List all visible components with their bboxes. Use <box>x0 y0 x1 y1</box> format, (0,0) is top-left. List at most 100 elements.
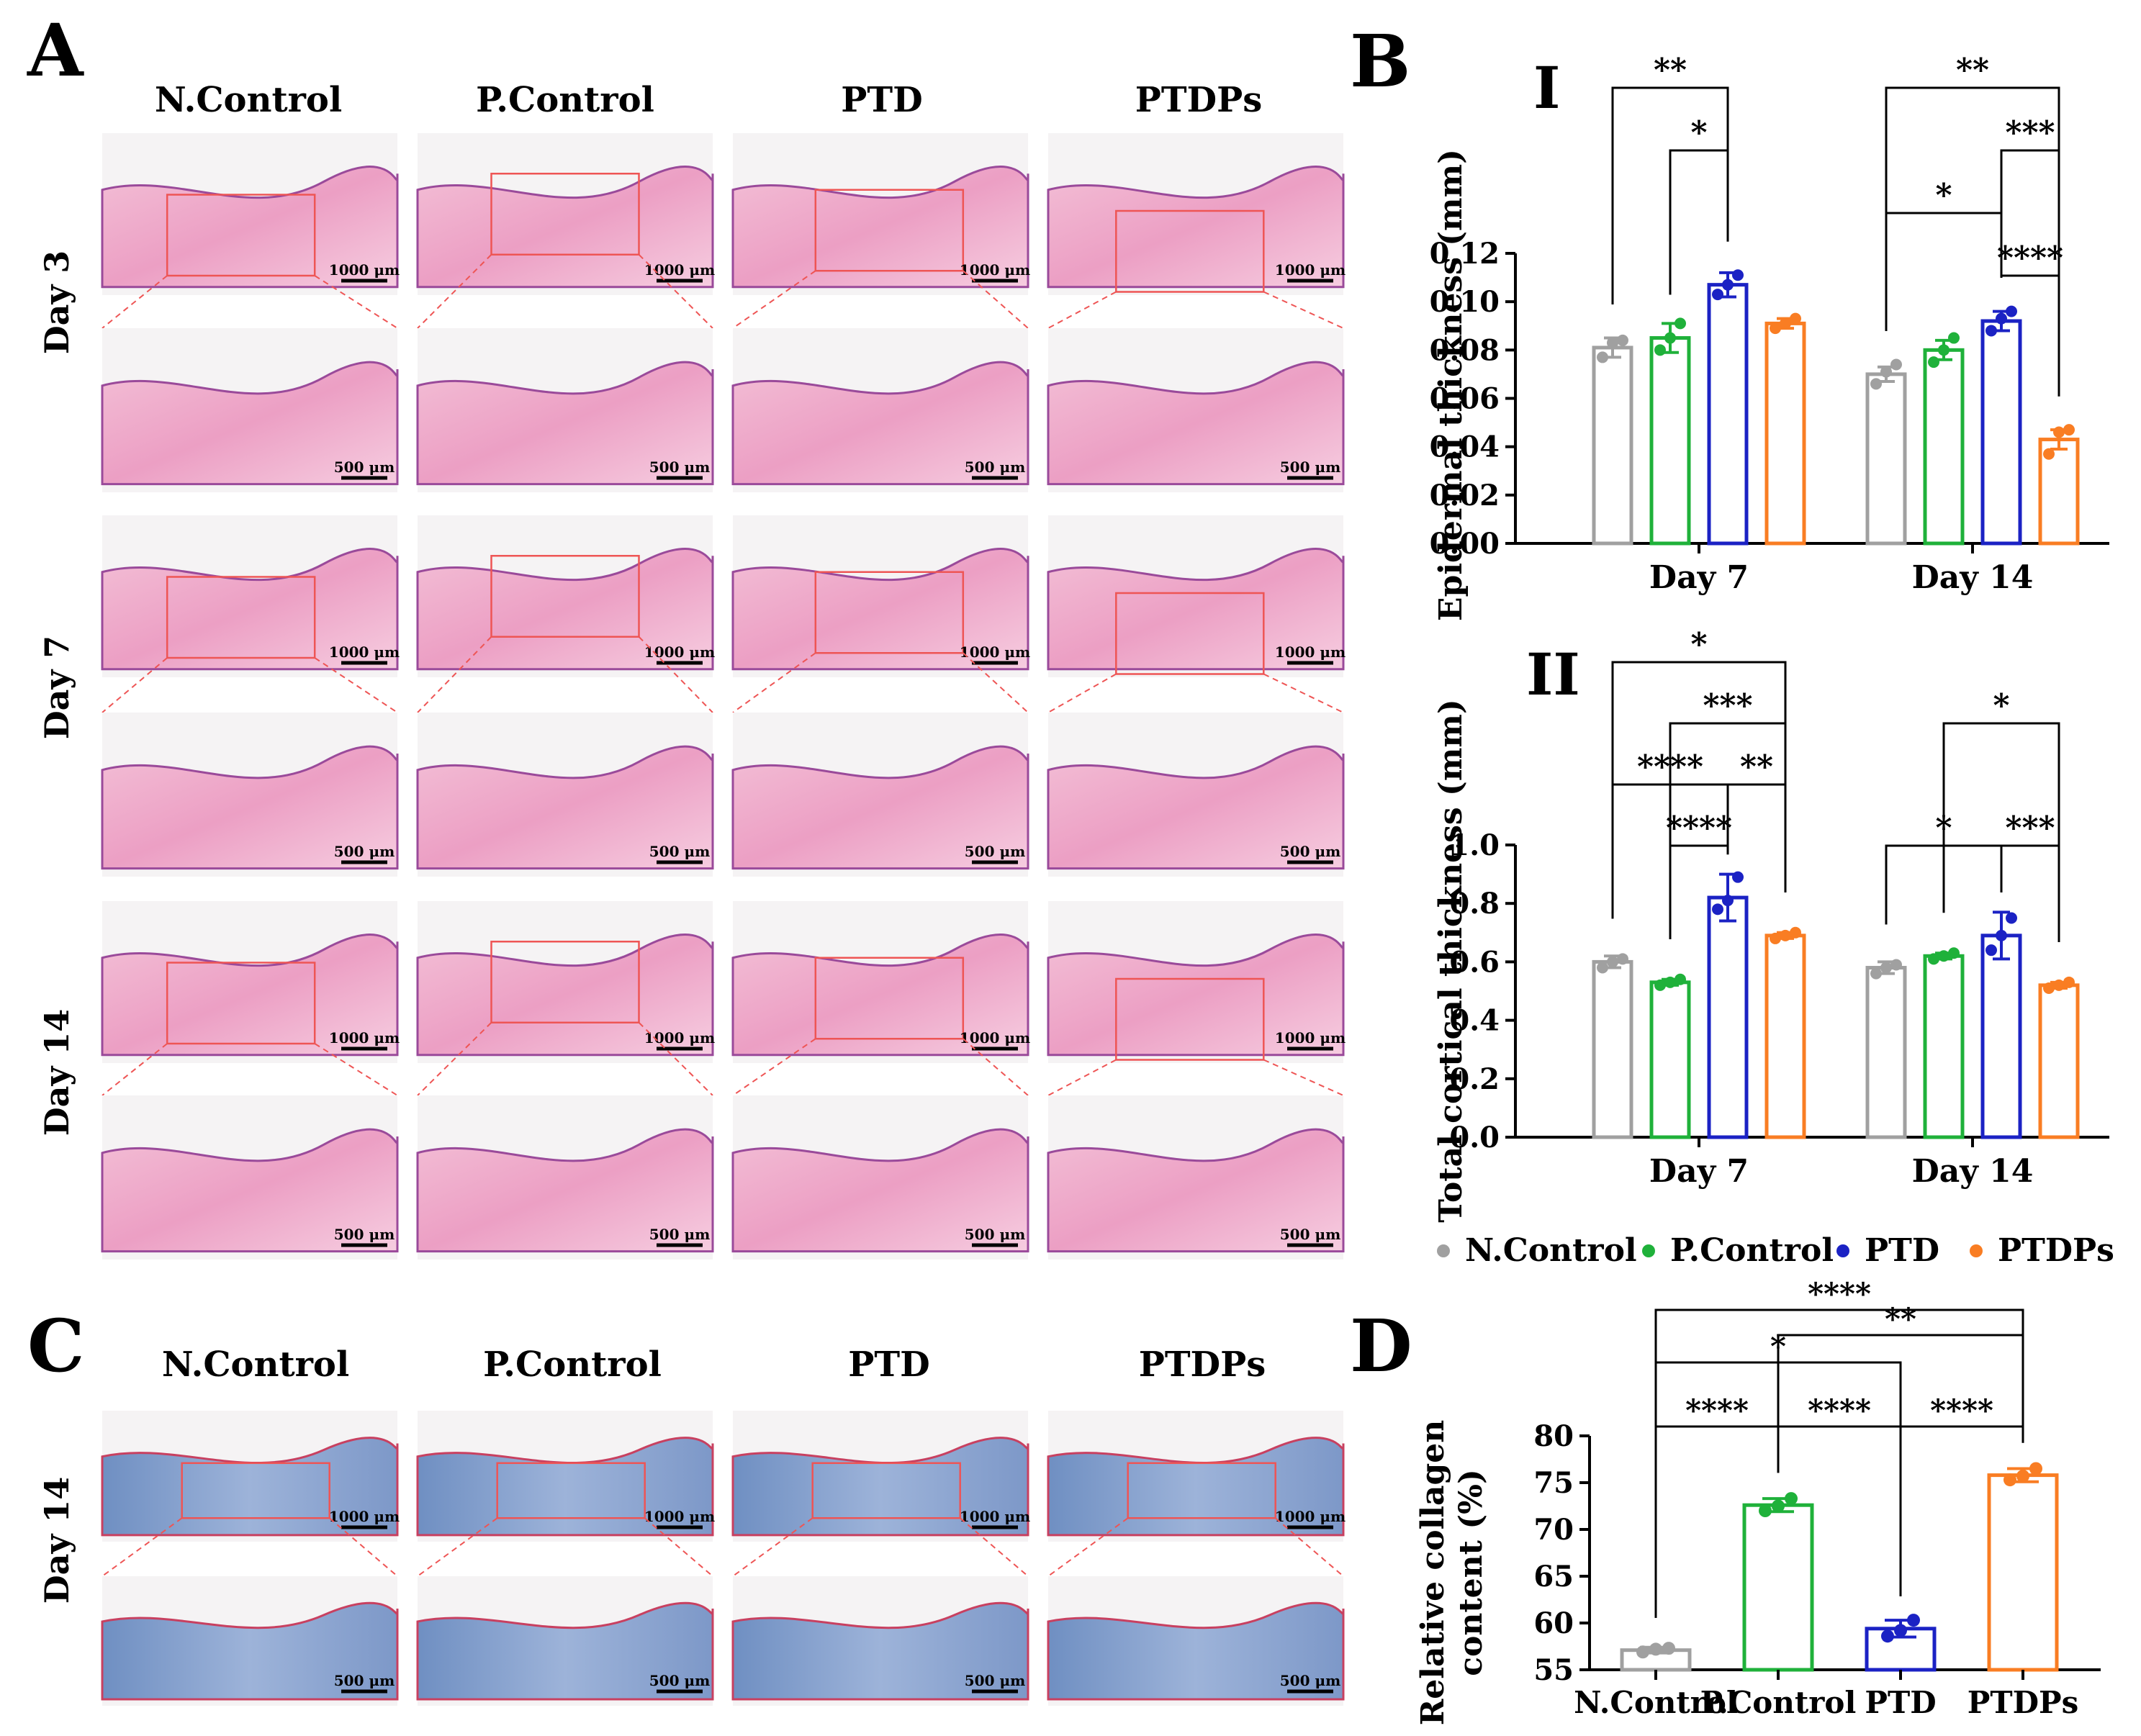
zoom-connector <box>417 1517 498 1577</box>
significance-label: *** <box>2005 810 2055 846</box>
scale-bar-label: 1000 μm <box>960 261 1030 279</box>
bar <box>1923 348 1965 546</box>
significance-label: * <box>1770 1329 1786 1364</box>
significance-label: **** <box>1666 810 1732 846</box>
zoom-connector <box>638 636 713 713</box>
micrograph: 500 μm <box>101 328 399 492</box>
scale-bar-label: 1000 μm <box>329 643 400 661</box>
micrograph: 500 μm <box>101 1095 399 1260</box>
significance-bracket <box>1654 1425 1780 1618</box>
micrograph: 1000 μm <box>1047 1411 1346 1542</box>
tissue-section <box>731 548 1029 671</box>
micrograph: 1000 μm <box>101 515 400 677</box>
tissue-section <box>731 166 1029 289</box>
chart-epidermal-thickness: I Epidermal thickness (mm) 0.00 0.02 0.04 0… <box>1430 52 2109 621</box>
scale-bar-label: 1000 μm <box>644 261 715 279</box>
micrograph: 1000 μm <box>416 133 715 295</box>
zoom-connector <box>638 254 713 329</box>
zoom-connector <box>417 254 492 329</box>
bar <box>1987 1473 2059 1672</box>
zoom-region-box <box>166 194 316 277</box>
scale-bar-label: 1000 μm <box>960 1029 1030 1046</box>
data-point <box>1894 1624 1907 1637</box>
significance-label: * <box>1935 810 1952 846</box>
tissue-section <box>416 1437 714 1537</box>
zoom-connector <box>644 1517 713 1577</box>
micrograph: 1000 μm <box>1047 901 1346 1063</box>
data-point <box>1722 895 1734 907</box>
significance-label: **** <box>1997 240 2063 276</box>
zoom-connector <box>1263 673 1344 713</box>
significance-bracket <box>1899 1425 2024 1596</box>
legend-label: N.Control <box>1465 1232 1637 1269</box>
scale-bar-label: 500 μm <box>1280 1226 1341 1243</box>
significance-label: ** <box>1740 749 1773 785</box>
y-tick-label: 0.08 <box>1430 333 1500 367</box>
bar <box>1649 980 1691 1139</box>
y-axis-label: Epidermal thickness (mm) <box>1433 149 1469 621</box>
micrograph: 1000 μm <box>731 133 1030 295</box>
scale-bar-label: 500 μm <box>334 1226 395 1243</box>
bar <box>1923 954 1965 1139</box>
micrograph: 500 μm <box>731 1095 1029 1260</box>
tissue-section <box>416 1601 714 1701</box>
micrograph: 500 μm <box>416 1095 714 1260</box>
data-point <box>1732 269 1744 281</box>
bar <box>1742 1503 1814 1672</box>
data-point <box>1890 959 1902 971</box>
data-point <box>2053 426 2065 438</box>
y-tick-label: 0.6 <box>1449 945 1500 979</box>
scale-bar-label: 1000 μm <box>329 261 400 279</box>
panel-c-headers: N.Control P.Control PTD PTDPs <box>162 1344 1266 1385</box>
data-point <box>1597 351 1608 363</box>
y-axis-label: Total cortical thickness (mm) <box>1433 699 1469 1223</box>
tissue-section <box>101 1128 399 1253</box>
y-tick-label: 0.2 <box>1449 1062 1500 1096</box>
x-tick-label: N.Control <box>1574 1685 1738 1720</box>
tissue-section <box>1047 933 1345 1057</box>
tissue-section <box>1047 1128 1345 1253</box>
zoom-region-box <box>181 1462 330 1519</box>
data-point <box>1617 953 1628 965</box>
zoom-connector <box>102 657 168 713</box>
data-point <box>1948 332 1960 344</box>
significance-label: ** <box>1654 52 1687 89</box>
significance-bracket <box>1654 1308 2024 1618</box>
tissue-section <box>1047 745 1345 870</box>
x-tick-label: PTD <box>1865 1685 1936 1720</box>
zoom-region-box <box>490 555 640 638</box>
column-header: N.Control <box>162 1344 349 1385</box>
bar <box>1592 345 1633 546</box>
legend-marker <box>1642 1244 1655 1257</box>
data-point <box>1654 979 1666 991</box>
zoom-connector <box>417 1022 492 1096</box>
zoom-connector <box>732 270 816 329</box>
scale-bar-label: 1000 μm <box>1275 1508 1346 1525</box>
data-point <box>1785 1492 1798 1506</box>
micrograph: 1000 μm <box>416 1411 715 1542</box>
tissue-section <box>1047 361 1345 486</box>
significance-bracket <box>1669 149 1729 295</box>
significance-label: *** <box>1703 687 1752 724</box>
data-point <box>2053 979 2065 991</box>
column-header: PTDPs <box>1135 80 1263 120</box>
y-tick-label: 60 <box>1533 1606 1574 1640</box>
bar <box>1980 933 2022 1139</box>
significance-label: **** <box>1685 1393 1749 1428</box>
significance-bracket <box>1669 844 1729 939</box>
zoom-connector <box>963 270 1029 329</box>
data-point <box>1938 344 1950 356</box>
panel-letter-d: D <box>1350 1303 1412 1388</box>
zoom-connector <box>1275 1517 1344 1577</box>
zoom-region-box <box>490 173 640 256</box>
x-tick-label: P.Control <box>1700 1685 1857 1720</box>
zoom-region-box <box>814 189 965 272</box>
y-tick-label: 0.4 <box>1449 1004 1500 1038</box>
significance-bracket <box>1942 722 2060 942</box>
scale-bar-label: 500 μm <box>334 843 395 860</box>
tissue-section <box>101 361 399 486</box>
zoom-connector <box>638 1022 713 1096</box>
scale-bar-label: 500 μm <box>1280 458 1341 476</box>
micrograph: 500 μm <box>731 713 1029 877</box>
